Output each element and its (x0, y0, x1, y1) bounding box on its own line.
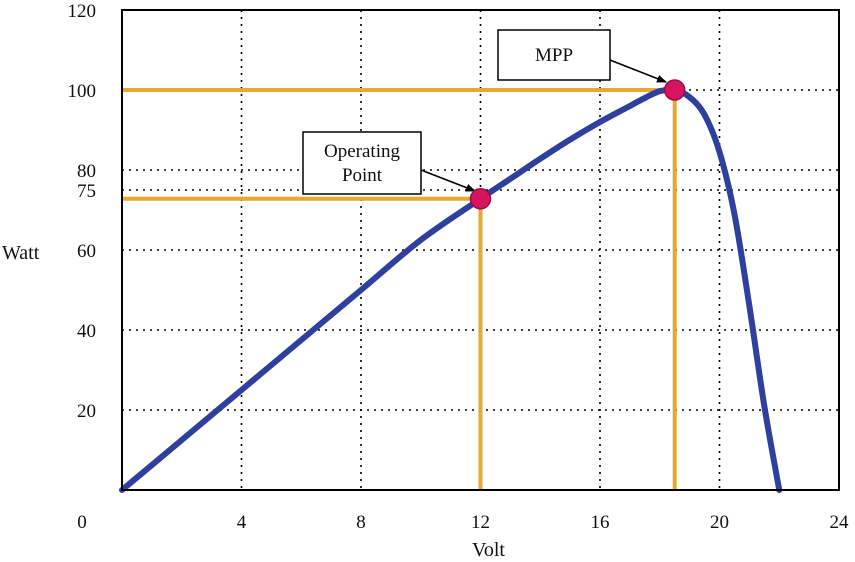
annotations: Operating Point MPP (302, 29, 667, 195)
x-tick-label: 20 (710, 512, 729, 533)
data-point-markers (469, 79, 686, 210)
y-tick-label: 60 (77, 241, 96, 262)
x-tick-label: 12 (471, 512, 490, 533)
plot-frame (121, 9, 840, 491)
annotation-text: Point (342, 165, 383, 186)
annotation-box (302, 131, 422, 195)
annotation-text: Operating (324, 141, 400, 162)
x-tick-label: 16 (591, 512, 610, 533)
y-tick-label: 40 (77, 321, 96, 342)
x-tick-label: 24 (830, 512, 850, 533)
x-tick-label: 8 (356, 512, 366, 533)
x-tick-label: 4 (237, 512, 247, 533)
annotation-arrow (609, 59, 667, 83)
annotation-callout: Operating Point (302, 131, 476, 195)
data-point-marker (469, 188, 492, 210)
annotation-callout: MPP (497, 29, 667, 83)
annotation-text: MPP (535, 45, 573, 66)
y-axis-label: Watt (2, 242, 40, 264)
annotation-box (497, 29, 611, 81)
x-axis-label: Volt (472, 539, 505, 561)
y-tick-label: 120 (68, 1, 97, 22)
power-curve-series (119, 86, 783, 493)
y-tick-label: 100 (68, 81, 97, 102)
annotation-arrow (420, 169, 476, 192)
origin-tick-label: 0 (77, 512, 87, 533)
y-tick-label: 20 (77, 401, 96, 422)
data-point-marker (663, 79, 686, 101)
guide-lines (122, 88, 677, 490)
y-tick-label: 80 (77, 161, 96, 182)
y-tick-label: 75 (77, 181, 96, 202)
